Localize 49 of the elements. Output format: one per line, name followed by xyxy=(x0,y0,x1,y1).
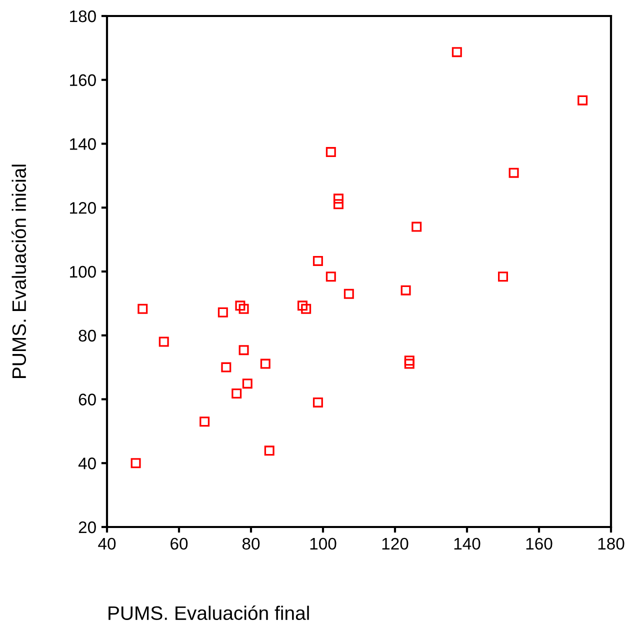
point xyxy=(158,336,169,347)
point xyxy=(326,147,336,158)
point xyxy=(333,194,344,204)
point xyxy=(235,300,246,311)
point xyxy=(400,285,411,296)
x-tick-label: 140 xyxy=(454,538,480,550)
point xyxy=(312,397,323,408)
x-tick-label: 160 xyxy=(526,538,552,550)
y-tick-label: 40 xyxy=(78,458,96,470)
point xyxy=(333,199,344,210)
x-tick-label: 60 xyxy=(170,538,188,550)
y-tick-label: 100 xyxy=(70,266,96,278)
x-tick-label: 80 xyxy=(242,538,260,550)
point xyxy=(326,272,336,282)
point xyxy=(218,307,228,318)
y-tick-label: 140 xyxy=(70,138,96,150)
point xyxy=(404,356,414,366)
point xyxy=(301,304,312,314)
point xyxy=(344,288,354,299)
point xyxy=(260,358,270,369)
y-tick-label: 20 xyxy=(78,521,96,534)
point xyxy=(297,300,308,311)
point xyxy=(200,416,210,427)
point xyxy=(138,304,148,314)
y-tick-label: 160 xyxy=(70,74,96,86)
y-tick-label: 80 xyxy=(78,330,96,342)
x-tick-label: 120 xyxy=(382,538,408,550)
x-tick-label: 100 xyxy=(310,538,336,550)
point xyxy=(238,345,249,356)
point xyxy=(452,47,462,58)
x-tick-label: 40 xyxy=(98,538,116,550)
y-axis-title: PUMS. Evaluación inicial xyxy=(12,164,26,378)
y-tick-label: 120 xyxy=(70,202,96,214)
point xyxy=(221,362,232,372)
point xyxy=(232,388,242,399)
point xyxy=(412,222,422,232)
point xyxy=(312,256,323,266)
point xyxy=(498,272,508,282)
x-axis-title: PUMS. Evaluación final xyxy=(108,606,309,620)
point xyxy=(238,304,249,314)
y-tick-label: 180 xyxy=(70,10,96,22)
point xyxy=(264,446,274,456)
x-tick-label: 180 xyxy=(598,538,624,550)
point xyxy=(508,168,519,178)
point xyxy=(404,358,414,369)
point xyxy=(578,95,588,106)
y-tick-label: 60 xyxy=(78,394,96,406)
point xyxy=(242,378,252,389)
point xyxy=(130,458,141,468)
